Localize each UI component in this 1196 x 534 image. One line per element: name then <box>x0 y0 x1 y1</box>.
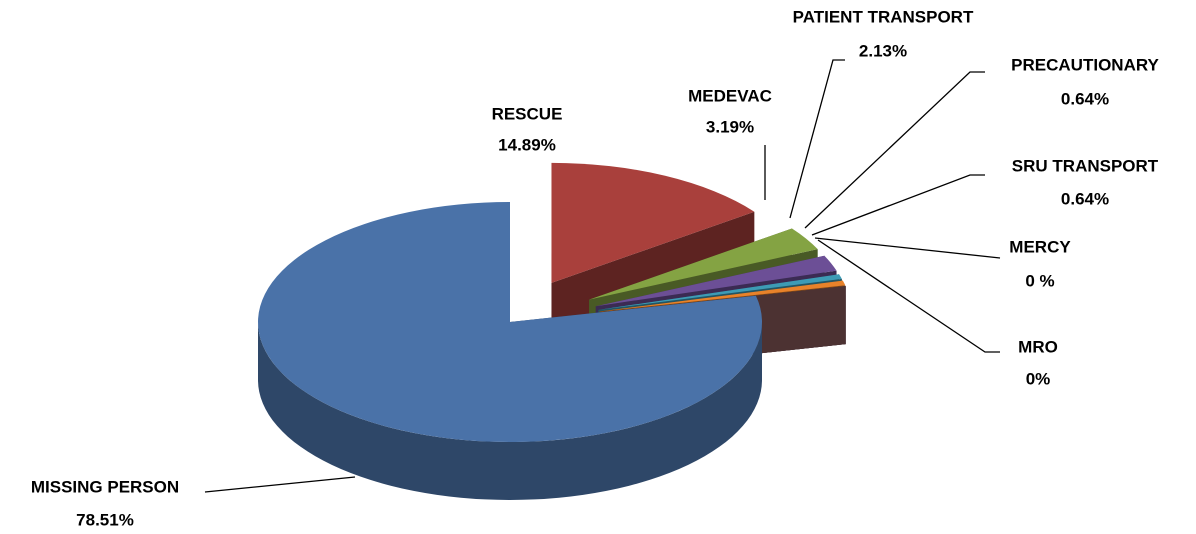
category-label: MEDEVAC <box>688 86 772 105</box>
category-label: RESCUE <box>492 104 563 123</box>
value-label: 78.51% <box>76 510 134 529</box>
category-label: MRO <box>1018 337 1058 356</box>
value-label: 0% <box>1026 369 1051 388</box>
category-label: MISSING PERSON <box>31 477 179 496</box>
leader-line <box>811 174 985 236</box>
leader-line <box>204 476 356 493</box>
category-label: SRU TRANSPORT <box>1012 156 1159 175</box>
slice-side <box>258 322 762 500</box>
slice <box>589 228 818 300</box>
value-label: 0.64% <box>1061 189 1109 208</box>
category-label: PRECAUTIONARY <box>1011 55 1159 74</box>
slice <box>599 280 846 312</box>
value-label: 14.89% <box>498 135 556 154</box>
value-label: 0 % <box>1025 271 1054 290</box>
slice <box>595 255 837 307</box>
leader-line <box>817 239 1000 353</box>
category-label: MERCY <box>1009 237 1071 256</box>
value-label: 3.19% <box>706 117 754 136</box>
value-label: 0.64% <box>1061 89 1109 108</box>
leader-line <box>814 237 1001 259</box>
leader-line <box>804 71 985 229</box>
value-label: 2.13% <box>859 41 907 60</box>
slice <box>258 202 763 442</box>
slice <box>598 274 842 310</box>
slice <box>551 162 755 283</box>
category-label: PATIENT TRANSPORT <box>793 7 974 26</box>
leader-line <box>789 59 845 219</box>
